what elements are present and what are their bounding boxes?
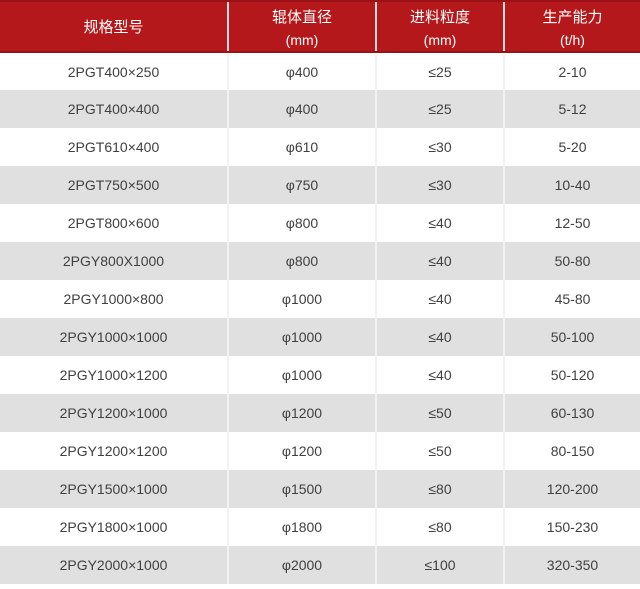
table-row: 2PGY2000×1000 φ2000 ≤100 320-350 <box>0 546 640 584</box>
cell-spec-model: 2PGY1800×1000 <box>0 508 228 546</box>
cell-feed-size: ≤30 <box>375 166 504 204</box>
table-row: 2PGY1000×1200 φ1000 ≤40 50-120 <box>0 356 640 394</box>
cell-spec-model: 2PGT400×250 <box>0 52 228 90</box>
cell-roller-diameter: φ2000 <box>227 546 376 584</box>
cell-spec-model: 2PGY1000×1000 <box>0 318 228 356</box>
header-unit: (mm) <box>285 31 319 48</box>
spec-table-body: 2PGT400×250 φ400 ≤25 2-10 2PGT400×400 φ400 ≤25… <box>0 52 640 584</box>
cell-capacity: 5-20 <box>503 128 640 166</box>
header-label: 辊体直径 <box>271 8 332 26</box>
cell-capacity: 150-230 <box>503 508 640 546</box>
cell-capacity: 50-80 <box>503 242 640 280</box>
table-row: 2PGT610×400 φ610 ≤30 5-20 <box>0 128 640 166</box>
table-row: 2PGY1000×1000 φ1000 ≤40 50-100 <box>0 318 640 356</box>
header-unit: (t/h) <box>560 31 585 48</box>
cell-roller-diameter: φ1000 <box>227 356 376 394</box>
table-row: 2PGY1000×800 φ1000 ≤40 45-80 <box>0 280 640 318</box>
table-row: 2PGY1200×1200 φ1200 ≤50 80-150 <box>0 432 640 470</box>
table-row: 2PGT400×250 φ400 ≤25 2-10 <box>0 52 640 90</box>
cell-roller-diameter: φ1500 <box>227 470 376 508</box>
cell-roller-diameter: φ1200 <box>227 432 376 470</box>
header-capacity: 生产能力 (t/h) <box>503 0 640 53</box>
cell-roller-diameter: φ800 <box>227 242 376 280</box>
cell-capacity: 5-12 <box>503 90 640 128</box>
table-row: 2PGY1800×1000 φ1800 ≤80 150-230 <box>0 508 640 546</box>
cell-feed-size: ≤40 <box>375 242 504 280</box>
cell-spec-model: 2PGT750×500 <box>0 166 228 204</box>
cell-spec-model: 2PGY800X1000 <box>0 242 228 280</box>
cell-spec-model: 2PGY1500×1000 <box>0 470 228 508</box>
cell-roller-diameter: φ400 <box>227 52 376 90</box>
cell-capacity: 2-10 <box>503 52 640 90</box>
cell-capacity: 120-200 <box>503 470 640 508</box>
cell-capacity: 80-150 <box>503 432 640 470</box>
cell-spec-model: 2PGT400×400 <box>0 90 228 128</box>
cell-feed-size: ≤40 <box>375 356 504 394</box>
cell-roller-diameter: φ1200 <box>227 394 376 432</box>
header-feed-size: 进料粒度 (mm) <box>375 0 504 53</box>
cell-roller-diameter: φ1000 <box>227 318 376 356</box>
cell-feed-size: ≤80 <box>375 470 504 508</box>
table-row: 2PGY1500×1000 φ1500 ≤80 120-200 <box>0 470 640 508</box>
header-label: 生产能力 <box>542 8 603 26</box>
cell-feed-size: ≤40 <box>375 318 504 356</box>
header-label: 进料粒度 <box>409 8 470 26</box>
cell-feed-size: ≤25 <box>375 90 504 128</box>
cell-feed-size: ≤80 <box>375 508 504 546</box>
cell-feed-size: ≤25 <box>375 52 504 90</box>
spec-table-header: 规格型号 辊体直径 (mm) 进料粒度 (mm) 生产能力 (t/h) <box>0 0 640 53</box>
header-spec-model: 规格型号 <box>0 0 228 53</box>
header-roller-diameter: 辊体直径 (mm) <box>227 0 376 53</box>
cell-feed-size: ≤40 <box>375 280 504 318</box>
cell-spec-model: 2PGY1200×1200 <box>0 432 228 470</box>
cell-spec-model: 2PGY2000×1000 <box>0 546 228 584</box>
cell-feed-size: ≤50 <box>375 432 504 470</box>
header-row: 规格型号 辊体直径 (mm) 进料粒度 (mm) 生产能力 (t/h) <box>0 0 640 53</box>
cell-feed-size: ≤50 <box>375 394 504 432</box>
cell-roller-diameter: φ1800 <box>227 508 376 546</box>
cell-roller-diameter: φ610 <box>227 128 376 166</box>
cell-capacity: 10-40 <box>503 166 640 204</box>
cell-feed-size: ≤40 <box>375 204 504 242</box>
cell-capacity: 50-120 <box>503 356 640 394</box>
header-label: 规格型号 <box>83 18 144 36</box>
cell-roller-diameter: φ400 <box>227 90 376 128</box>
table-row: 2PGT800×600 φ800 ≤40 12-50 <box>0 204 640 242</box>
cell-capacity: 12-50 <box>503 204 640 242</box>
cell-capacity: 45-80 <box>503 280 640 318</box>
cell-roller-diameter: φ1000 <box>227 280 376 318</box>
table-row: 2PGY800X1000 φ800 ≤40 50-80 <box>0 242 640 280</box>
cell-spec-model: 2PGY1000×800 <box>0 280 228 318</box>
cell-capacity: 60-130 <box>503 394 640 432</box>
table-row: 2PGY1200×1000 φ1200 ≤50 60-130 <box>0 394 640 432</box>
cell-spec-model: 2PGT800×600 <box>0 204 228 242</box>
cell-spec-model: 2PGY1000×1200 <box>0 356 228 394</box>
table-row: 2PGT400×400 φ400 ≤25 5-12 <box>0 90 640 128</box>
cell-capacity: 320-350 <box>503 546 640 584</box>
cell-roller-diameter: φ800 <box>227 204 376 242</box>
table-row: 2PGT750×500 φ750 ≤30 10-40 <box>0 166 640 204</box>
cell-feed-size: ≤100 <box>375 546 504 584</box>
cell-spec-model: 2PGY1200×1000 <box>0 394 228 432</box>
cell-spec-model: 2PGT610×400 <box>0 128 228 166</box>
cell-roller-diameter: φ750 <box>227 166 376 204</box>
cell-capacity: 50-100 <box>503 318 640 356</box>
header-unit: (mm) <box>423 31 457 48</box>
cell-feed-size: ≤30 <box>375 128 504 166</box>
